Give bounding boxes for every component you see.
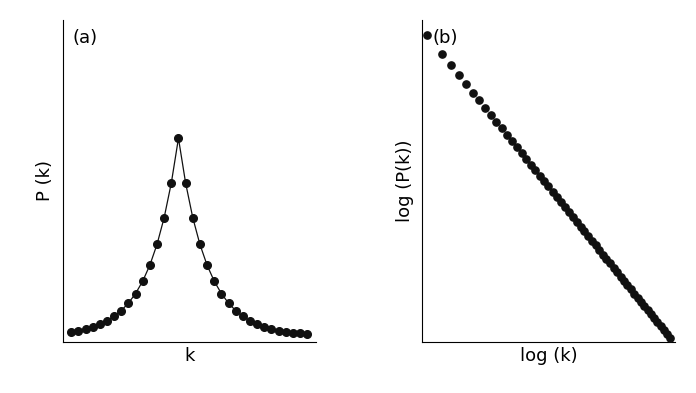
Point [521,156,532,162]
Point [632,295,643,301]
Point [608,265,619,271]
Point [547,189,558,195]
Point [474,97,485,103]
Point [567,214,578,220]
Point [615,274,626,280]
Point [622,282,633,288]
Point [590,242,601,248]
Point [597,252,608,258]
Point [485,112,496,118]
Point [625,286,636,293]
X-axis label: k: k [184,347,194,365]
Point [661,331,672,338]
Y-axis label: log (P(k)): log (P(k)) [396,140,413,222]
Point [555,199,567,205]
Point [422,32,433,39]
Point [480,105,491,111]
Point [516,150,527,156]
Point [575,224,586,230]
Text: (a): (a) [73,29,98,47]
Point [571,219,583,225]
Point [539,178,550,184]
Point [525,162,537,168]
Point [594,247,605,253]
Point [635,299,647,305]
Point [560,204,571,210]
Point [551,194,562,200]
Point [530,167,541,173]
Point [563,209,574,215]
Point [454,72,465,79]
Point [461,81,472,88]
Point [642,307,653,313]
Point [612,269,623,275]
Point [645,311,656,318]
Point [649,315,660,321]
Y-axis label: P (k): P (k) [36,160,54,201]
Point [436,51,448,57]
Point [583,233,594,239]
Point [651,319,663,325]
Point [445,62,457,69]
Point [604,260,615,266]
Point [534,173,545,179]
Point [586,238,597,244]
Point [628,290,640,297]
Point [579,228,590,235]
Point [639,303,650,309]
X-axis label: log (k): log (k) [520,347,578,365]
Point [655,323,666,330]
Point [501,132,512,138]
Point [665,335,676,342]
Point [468,90,479,96]
Point [496,125,507,132]
Point [543,184,554,190]
Point [601,256,612,262]
Point [619,278,630,284]
Point [511,144,522,150]
Point [658,327,670,334]
Text: (b): (b) [432,29,458,47]
Point [506,138,517,144]
Point [491,119,502,125]
